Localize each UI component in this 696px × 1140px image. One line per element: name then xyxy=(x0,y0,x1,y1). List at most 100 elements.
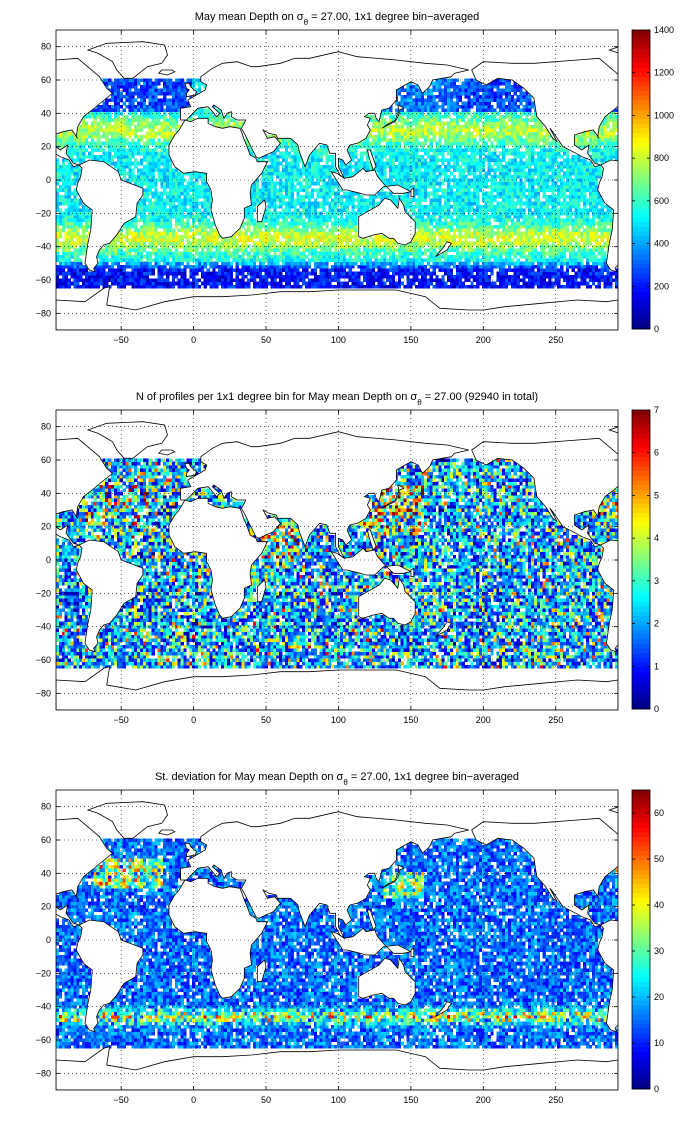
heat-cell xyxy=(284,285,289,289)
heat-cell xyxy=(423,251,428,256)
heat-cell xyxy=(505,195,509,199)
heat-cell xyxy=(348,218,352,222)
heat-cell xyxy=(499,231,503,236)
heat-cell xyxy=(423,198,428,202)
heat-cell xyxy=(435,261,439,266)
heat-cell xyxy=(255,221,260,226)
heat-cell xyxy=(102,261,106,266)
heat-cell xyxy=(418,265,422,269)
heat-cell xyxy=(293,235,297,239)
heat-cell xyxy=(507,218,512,222)
heat-cell xyxy=(444,251,448,256)
heat-cell xyxy=(221,251,225,256)
heat-cell xyxy=(615,271,618,276)
heat-cell xyxy=(545,215,549,219)
heat-cell xyxy=(476,201,480,206)
heat-cell xyxy=(568,198,572,202)
heat-cell xyxy=(128,171,132,176)
heat-cell xyxy=(574,185,578,189)
heat-cell xyxy=(235,231,239,236)
heat-cell xyxy=(316,201,320,206)
heat-cell xyxy=(366,261,370,266)
heat-cell xyxy=(302,258,306,262)
heat-cell xyxy=(426,175,430,179)
heat-cell xyxy=(563,195,567,199)
heat-cell xyxy=(302,178,306,182)
heat-cell xyxy=(571,258,575,262)
heat-cell xyxy=(577,175,581,179)
heat-cell xyxy=(244,208,248,212)
heat-cell xyxy=(418,195,422,199)
heat-cell xyxy=(493,281,497,286)
heat-cell xyxy=(169,188,173,192)
heat-cell xyxy=(484,281,488,286)
heat-cell xyxy=(363,271,367,276)
heat-cell xyxy=(215,241,219,246)
heat-cell xyxy=(377,175,381,179)
heat-cell xyxy=(586,215,590,219)
heat-cell xyxy=(134,241,138,246)
heat-cell xyxy=(64,258,68,262)
heat-cell xyxy=(206,235,210,239)
heat-cell xyxy=(594,231,598,236)
heat-cell xyxy=(510,251,514,256)
heat-cell xyxy=(197,261,202,266)
heat-cell xyxy=(406,198,410,202)
heat-cell xyxy=(360,241,364,246)
heat-cell xyxy=(67,218,71,222)
heat-cell xyxy=(305,235,309,239)
heat-cell xyxy=(429,258,433,262)
heat-cell xyxy=(169,268,173,272)
heat-cell xyxy=(113,255,118,259)
heat-cell xyxy=(79,261,83,266)
heat-cell xyxy=(386,241,390,246)
heat-cell xyxy=(467,271,471,276)
heat-cell xyxy=(305,211,309,216)
heat-cell xyxy=(261,265,265,269)
heat-cell xyxy=(516,281,520,286)
heat-cell xyxy=(334,275,338,279)
heat-cell xyxy=(79,208,83,212)
heat-cell xyxy=(148,225,152,229)
heat-cell xyxy=(270,185,274,189)
heat-cell xyxy=(380,191,384,196)
heat-cell xyxy=(583,248,587,252)
heat-cell xyxy=(560,221,564,226)
heat-cell xyxy=(447,235,451,239)
heat-cell xyxy=(235,268,239,272)
heat-cell xyxy=(409,261,413,266)
heat-cell xyxy=(528,271,532,276)
heat-cell xyxy=(264,271,268,276)
heat-cell xyxy=(316,251,320,256)
heat-cell xyxy=(394,201,399,206)
heat-cell xyxy=(493,248,497,252)
heat-cell xyxy=(261,225,265,229)
heat-cell xyxy=(186,181,190,186)
heat-cell xyxy=(536,225,541,229)
heat-cell xyxy=(415,221,419,226)
heat-cell xyxy=(423,181,428,186)
heat-cell xyxy=(467,265,471,269)
heat-cell xyxy=(568,281,572,286)
heat-cell xyxy=(261,171,265,176)
heat-cell xyxy=(583,191,587,196)
heat-cell xyxy=(348,258,352,262)
heat-cell xyxy=(232,278,236,282)
heat-cell xyxy=(169,178,173,182)
heat-cell xyxy=(435,221,439,226)
heat-cell xyxy=(458,265,462,269)
heat-cell xyxy=(438,265,442,269)
heat-cell xyxy=(131,238,135,242)
heat-cell xyxy=(487,238,491,242)
heat-cell xyxy=(403,265,407,269)
heat-cell xyxy=(542,231,546,236)
heat-cell xyxy=(302,248,306,252)
heat-cell xyxy=(264,215,268,219)
heat-cell xyxy=(490,195,494,199)
heat-cell xyxy=(536,218,541,222)
heat-cell xyxy=(366,275,370,279)
heat-cell xyxy=(464,235,468,239)
heat-cell xyxy=(452,221,457,226)
heat-cell xyxy=(571,268,575,272)
heat-cell xyxy=(551,238,555,242)
